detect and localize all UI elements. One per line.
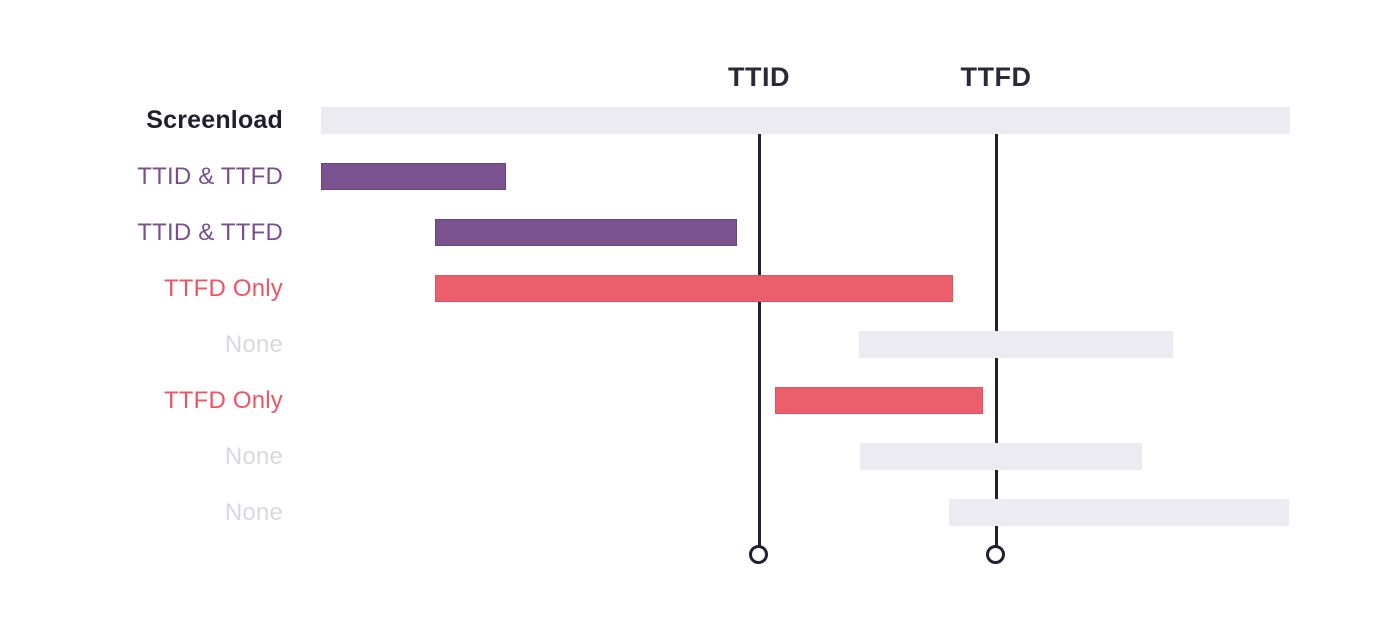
- timeline-row-6: TTFD Only: [0, 387, 1400, 414]
- span-bar-4: [435, 275, 953, 302]
- timeline-row-1: Screenload: [0, 107, 1400, 134]
- row-label-3: TTID & TTFD: [137, 219, 283, 246]
- row-label-1: Screenload: [146, 106, 283, 134]
- ttid-marker-bottom-circle-icon: [749, 545, 768, 564]
- span-bar-3: [435, 219, 737, 246]
- span-bar-7: [860, 443, 1142, 470]
- ttfd-marker-bottom-circle-icon: [986, 545, 1005, 564]
- row-label-4: TTFD Only: [163, 275, 283, 302]
- row-label-8: None: [224, 499, 283, 526]
- span-bar-1: [321, 107, 1290, 134]
- span-bar-5: [859, 331, 1173, 358]
- span-bar-8: [949, 499, 1289, 526]
- span-bar-6: [775, 387, 983, 414]
- span-bar-2: [321, 163, 506, 190]
- timeline-row-3: TTID & TTFD: [0, 219, 1400, 246]
- ttid-marker-line: [757, 121, 761, 555]
- timeline-row-8: None: [0, 499, 1400, 526]
- timeline-row-7: None: [0, 443, 1400, 470]
- timeline-row-4: TTFD Only: [0, 275, 1400, 302]
- row-label-7: None: [224, 443, 283, 470]
- ttid-marker-label: TTID: [728, 62, 790, 92]
- row-label-5: None: [224, 331, 283, 358]
- timeline-row-2: TTID & TTFD: [0, 163, 1400, 190]
- row-label-6: TTFD Only: [163, 387, 283, 414]
- timeline-row-5: None: [0, 331, 1400, 358]
- row-label-2: TTID & TTFD: [137, 163, 283, 190]
- ttfd-marker-label: TTFD: [960, 62, 1032, 92]
